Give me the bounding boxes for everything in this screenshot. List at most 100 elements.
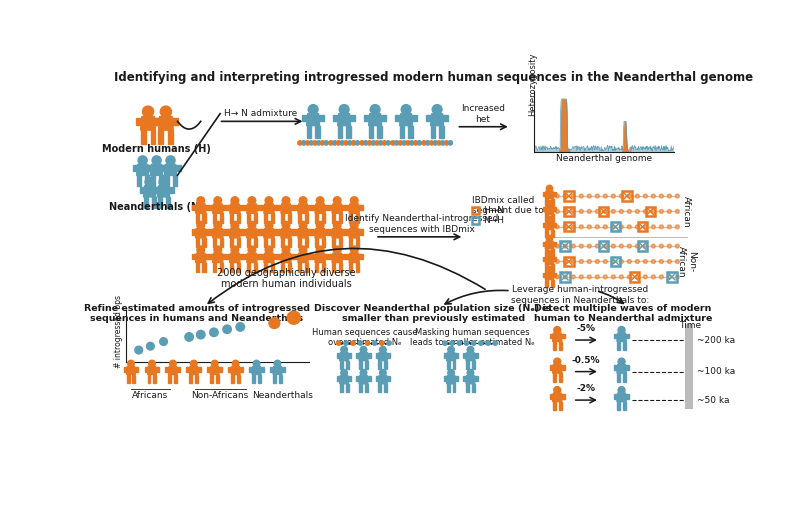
Circle shape [138, 156, 147, 165]
Bar [472, 207, 479, 214]
Text: ~50 ka: ~50 ka [697, 395, 730, 404]
Polygon shape [156, 367, 159, 372]
Polygon shape [626, 334, 630, 339]
Circle shape [659, 225, 663, 229]
Circle shape [643, 194, 647, 198]
Polygon shape [329, 205, 333, 210]
Polygon shape [196, 213, 199, 223]
Polygon shape [147, 375, 150, 383]
Polygon shape [252, 366, 261, 375]
Circle shape [448, 347, 454, 353]
Polygon shape [134, 367, 138, 372]
Circle shape [651, 209, 655, 214]
Circle shape [152, 156, 161, 165]
Circle shape [627, 225, 631, 229]
Circle shape [316, 222, 324, 229]
Polygon shape [278, 229, 282, 235]
Circle shape [320, 141, 325, 145]
Circle shape [386, 141, 390, 145]
Polygon shape [273, 375, 276, 383]
Circle shape [371, 141, 375, 145]
Polygon shape [356, 213, 359, 223]
Polygon shape [196, 238, 199, 247]
Circle shape [595, 225, 599, 229]
Circle shape [611, 209, 615, 214]
Polygon shape [546, 257, 554, 264]
Polygon shape [340, 361, 342, 369]
Polygon shape [349, 213, 353, 223]
Bar [472, 217, 479, 224]
Polygon shape [145, 175, 149, 187]
Circle shape [619, 244, 623, 248]
Circle shape [398, 141, 402, 145]
Text: Africans: Africans [132, 391, 169, 400]
Circle shape [355, 141, 359, 145]
Polygon shape [542, 273, 546, 277]
Polygon shape [154, 375, 156, 383]
Polygon shape [274, 254, 278, 259]
Polygon shape [264, 253, 274, 262]
Circle shape [611, 194, 615, 198]
Circle shape [651, 225, 655, 229]
Polygon shape [246, 213, 250, 223]
Polygon shape [442, 115, 448, 121]
Circle shape [370, 104, 380, 114]
Polygon shape [237, 262, 240, 272]
Circle shape [358, 341, 362, 345]
Polygon shape [294, 229, 298, 235]
Circle shape [254, 360, 260, 367]
Polygon shape [124, 367, 127, 372]
Polygon shape [294, 205, 298, 210]
Polygon shape [553, 273, 557, 277]
Polygon shape [213, 262, 216, 272]
Polygon shape [346, 361, 349, 369]
Polygon shape [551, 264, 554, 272]
Polygon shape [318, 115, 324, 121]
Polygon shape [274, 205, 278, 210]
Polygon shape [546, 249, 548, 257]
Polygon shape [542, 258, 546, 261]
Polygon shape [158, 186, 170, 197]
Circle shape [402, 104, 411, 114]
Bar [564, 191, 574, 201]
Circle shape [627, 244, 631, 248]
Circle shape [159, 178, 168, 187]
Polygon shape [444, 376, 447, 381]
Circle shape [635, 244, 639, 248]
Polygon shape [213, 253, 223, 262]
Polygon shape [623, 402, 626, 410]
Circle shape [223, 325, 231, 333]
Circle shape [467, 369, 474, 376]
Circle shape [450, 341, 454, 345]
Polygon shape [231, 366, 240, 375]
Polygon shape [446, 361, 450, 369]
Circle shape [367, 141, 372, 145]
Polygon shape [346, 229, 350, 235]
Circle shape [334, 222, 341, 229]
Polygon shape [311, 229, 316, 235]
Circle shape [595, 275, 599, 279]
Circle shape [546, 235, 553, 242]
Polygon shape [349, 228, 359, 238]
Circle shape [432, 104, 442, 114]
Polygon shape [342, 205, 346, 210]
Text: IBDmix called
segment due to:: IBDmix called segment due to: [472, 196, 546, 215]
Circle shape [659, 275, 663, 279]
Bar [560, 272, 570, 281]
Text: ~200 ka: ~200 ka [697, 335, 735, 344]
Circle shape [555, 194, 559, 198]
Circle shape [587, 225, 591, 229]
Circle shape [675, 260, 679, 263]
Circle shape [618, 326, 625, 333]
Polygon shape [332, 228, 342, 238]
Polygon shape [617, 365, 626, 373]
Circle shape [340, 141, 345, 145]
Bar [599, 207, 608, 216]
Circle shape [231, 222, 238, 229]
Polygon shape [340, 384, 342, 392]
Polygon shape [158, 175, 162, 187]
Circle shape [351, 341, 355, 345]
Circle shape [417, 141, 422, 145]
Polygon shape [311, 254, 316, 259]
Polygon shape [143, 197, 147, 208]
